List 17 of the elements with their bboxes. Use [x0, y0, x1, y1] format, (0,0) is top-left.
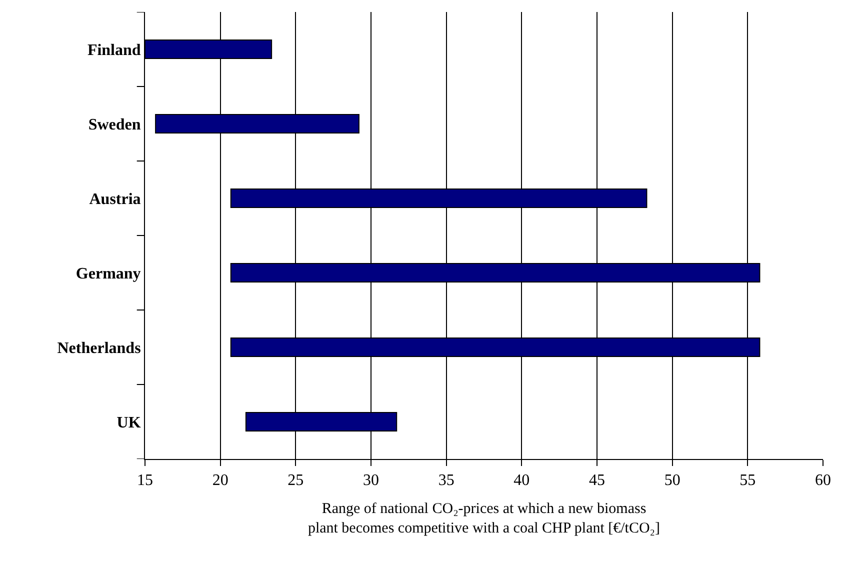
y-tick-label: Finland — [87, 42, 141, 59]
x-tick-label: 30 — [363, 472, 379, 490]
x-axis-title: Range of national CO₂-prices at which a new biomass plant becomes competitive with a coal CHP plant [€/tCO₂] — [308, 501, 660, 537]
y-tick-label: UK — [116, 414, 142, 432]
x-tick-label: 15 — [137, 472, 153, 490]
x-tick-label: 40 — [514, 472, 530, 490]
y-tick-label: Austria — [89, 190, 141, 208]
x-tick-label: 60 — [815, 472, 831, 490]
y-tick-label: Germany — [76, 265, 141, 282]
x-tick-label: 20 — [212, 472, 228, 490]
y-tick-label: Netherlands — [57, 340, 141, 357]
x-tick-label: 45 — [589, 472, 605, 490]
x-tick-label: 50 — [664, 472, 680, 490]
x-tick-label: 35 — [438, 472, 454, 490]
x-tick-label: 55 — [740, 472, 756, 490]
y-tick-label: Sweden — [88, 116, 141, 134]
x-tick-label: 25 — [288, 472, 304, 490]
